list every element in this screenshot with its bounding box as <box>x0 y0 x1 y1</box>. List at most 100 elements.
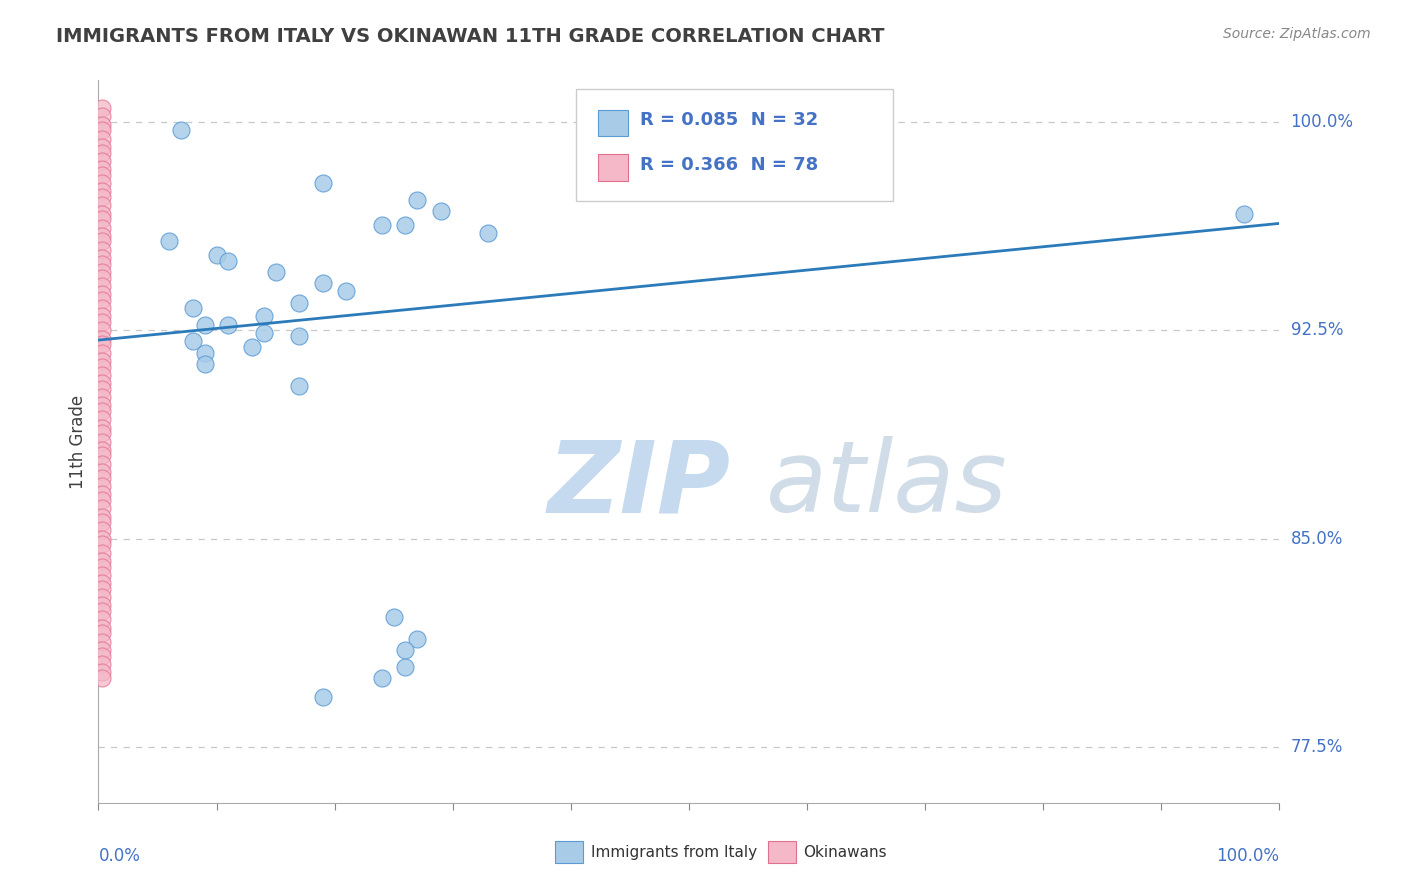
Point <box>312 276 335 290</box>
Point <box>91 449 114 463</box>
Point <box>91 140 114 154</box>
Point <box>91 554 114 568</box>
Point <box>91 131 114 145</box>
Point <box>91 376 114 391</box>
Text: Okinawans: Okinawans <box>803 845 886 860</box>
Point <box>91 257 114 271</box>
Text: R = 0.085  N = 32: R = 0.085 N = 32 <box>640 112 818 129</box>
Point <box>288 295 311 310</box>
Text: ZIP: ZIP <box>547 436 730 533</box>
Point <box>91 212 114 227</box>
Point <box>394 218 416 232</box>
Point <box>91 643 114 657</box>
Point <box>91 345 114 359</box>
Point <box>477 226 499 240</box>
Point <box>91 123 114 137</box>
Point <box>91 185 114 199</box>
Point <box>91 501 114 516</box>
Point <box>394 643 416 657</box>
Point <box>91 315 114 329</box>
Point <box>406 193 429 207</box>
Point <box>430 203 453 218</box>
Point <box>91 390 114 404</box>
Point <box>91 220 114 235</box>
Point <box>91 487 114 501</box>
Point <box>288 379 311 393</box>
Point <box>253 310 276 324</box>
Point <box>91 420 114 434</box>
Point <box>91 145 114 160</box>
Point <box>288 329 311 343</box>
Point <box>91 176 114 190</box>
Point <box>91 537 114 551</box>
Point <box>205 248 228 262</box>
Point <box>91 568 114 582</box>
Point <box>406 632 429 646</box>
Point <box>91 168 114 182</box>
Point <box>170 123 193 137</box>
Point <box>91 434 114 449</box>
Text: 100.0%: 100.0% <box>1291 113 1354 131</box>
Text: 100.0%: 100.0% <box>1216 847 1279 865</box>
Point <box>91 198 114 212</box>
Point <box>217 254 239 268</box>
Text: R = 0.366  N = 78: R = 0.366 N = 78 <box>640 156 818 174</box>
Point <box>91 559 114 574</box>
Point <box>91 101 114 115</box>
Text: Immigrants from Italy: Immigrants from Italy <box>591 845 756 860</box>
Point <box>91 310 114 324</box>
Point <box>91 657 114 671</box>
Point <box>91 590 114 604</box>
Point <box>394 659 416 673</box>
Point <box>91 634 114 648</box>
Point <box>91 465 114 479</box>
Text: 77.5%: 77.5% <box>1291 739 1343 756</box>
Point <box>91 576 114 591</box>
Point <box>194 345 217 359</box>
Y-axis label: 11th Grade: 11th Grade <box>69 394 87 489</box>
Point <box>312 690 335 705</box>
Point <box>181 301 204 315</box>
Point <box>91 398 114 412</box>
Point <box>194 357 217 371</box>
Point <box>91 359 114 374</box>
Point <box>91 604 114 618</box>
Point <box>1233 207 1256 221</box>
Point <box>91 228 114 243</box>
Text: 85.0%: 85.0% <box>1291 530 1343 548</box>
Point <box>91 599 114 613</box>
Point <box>91 190 114 204</box>
Point <box>91 109 114 123</box>
Point <box>91 368 114 382</box>
Point <box>312 176 335 190</box>
Point <box>91 382 114 396</box>
Point <box>91 582 114 596</box>
Point <box>253 326 276 340</box>
Text: 92.5%: 92.5% <box>1291 321 1343 339</box>
Point <box>382 609 405 624</box>
Point <box>91 251 114 265</box>
Point <box>91 337 114 351</box>
Point <box>91 612 114 626</box>
Point <box>91 524 114 538</box>
Text: IMMIGRANTS FROM ITALY VS OKINAWAN 11TH GRADE CORRELATION CHART: IMMIGRANTS FROM ITALY VS OKINAWAN 11TH G… <box>56 27 884 45</box>
Point <box>91 426 114 441</box>
Point <box>157 235 180 249</box>
Point <box>371 218 394 232</box>
Point <box>335 285 357 299</box>
Point <box>91 332 114 346</box>
Point <box>91 287 114 301</box>
Point <box>371 671 394 685</box>
Point <box>91 118 114 132</box>
Point <box>91 323 114 337</box>
Text: Source: ZipAtlas.com: Source: ZipAtlas.com <box>1223 27 1371 41</box>
Point <box>217 318 239 332</box>
Point <box>91 515 114 529</box>
Point <box>264 265 287 279</box>
Point <box>91 265 114 279</box>
Point <box>91 532 114 546</box>
Point <box>181 334 204 349</box>
Point <box>91 457 114 471</box>
Point <box>91 153 114 168</box>
Point <box>91 404 114 418</box>
